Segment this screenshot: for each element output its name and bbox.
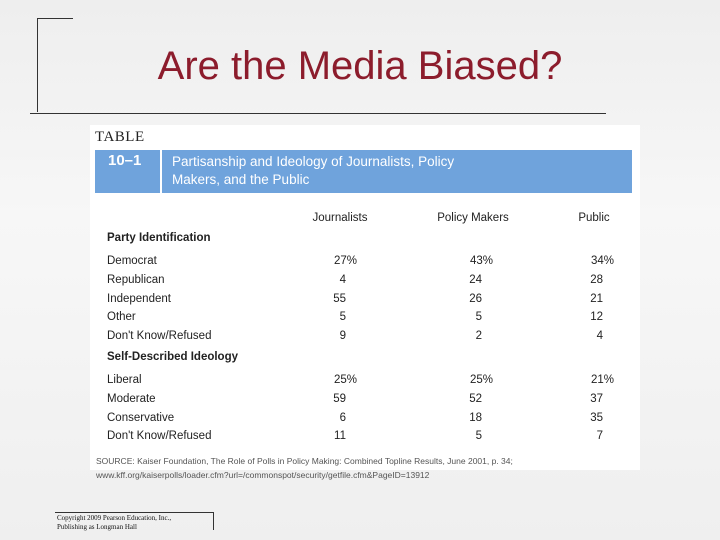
table-cell: 28 [590,273,603,286]
row-label: Other [107,311,136,324]
section-heading: Self-Described Ideology [107,351,239,363]
table-cell: 27% [333,255,357,267]
table-caption: Makers, and the Public [172,172,310,187]
column-header: Journalists [312,212,368,224]
table-cell: 25% [469,374,493,386]
table-cell: 25% [333,374,357,386]
title-rule [30,113,606,114]
row-label: Don't Know/Refused [107,330,212,343]
table-cell: 4 [596,330,603,343]
bracket-line [37,18,38,112]
table-cell: 6 [339,411,346,424]
table-cell: 7 [596,430,603,443]
bracket-line [37,18,73,19]
table-cell: 5 [475,311,482,324]
row-label: Democrat [107,255,157,267]
table-cell: 2 [475,330,482,343]
header-divider [160,150,162,193]
row-label: Independent [107,292,171,305]
table-cell: 5 [339,311,346,324]
footer-rule [213,512,214,530]
table-number: 10–1 [108,152,142,169]
footer-rule [55,512,213,513]
table-cell: 26 [469,292,482,305]
table-cell: 5 [475,430,482,443]
table-cell: 24 [469,273,482,286]
table-cell: 9 [339,330,346,343]
slide-title: Are the Media Biased? [157,44,563,88]
copyright: Copyright 2009 Pearson Education, Inc., [57,514,172,522]
table-cell: 18 [469,411,482,424]
table-cell: 52 [469,392,482,405]
table-cell: 34% [590,255,614,267]
copyright: Publishing as Longman Hall [57,523,137,531]
table-label: TABLE [95,129,145,145]
section-heading: Party Identification [107,232,211,244]
table-cell: 21% [590,374,614,386]
table-cell: 37 [590,392,603,405]
column-header: Policy Makers [437,212,509,224]
source-note: SOURCE: Kaiser Foundation, The Role of P… [96,456,513,466]
table-cell: 4 [339,273,346,286]
row-label: Don't Know/Refused [107,430,212,443]
table-cell: 35 [590,411,603,424]
table-cell: 11 [334,430,346,443]
row-label: Conservative [107,411,175,424]
table-cell: 21 [590,292,603,305]
source-note: www.kff.org/kaiserpolls/loader.cfm?url=/… [96,470,430,480]
row-label: Moderate [107,392,156,405]
table-cell: 43% [469,255,493,267]
row-label: Republican [107,273,165,286]
table-cell: 12 [590,311,603,324]
table-caption: Partisanship and Ideology of Journalists… [172,154,455,169]
table-cell: 59 [333,392,346,405]
column-header: Public [578,212,610,224]
row-label: Liberal [107,374,142,386]
header-band [95,150,632,193]
table-cell: 55 [333,292,346,305]
